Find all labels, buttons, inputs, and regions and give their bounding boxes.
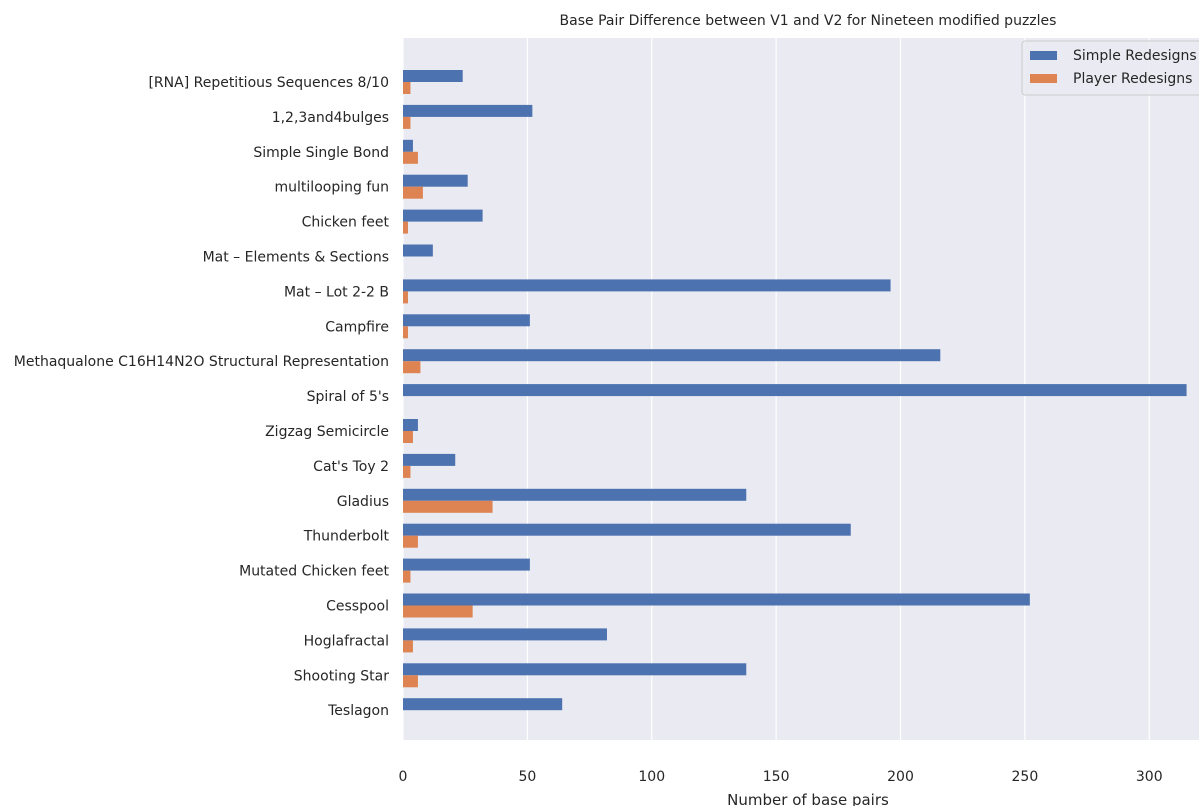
category-label: Mat – Elements & Sections: [203, 250, 389, 266]
bar-simple-redesigns: [403, 663, 747, 676]
bar-player-redesigns: [403, 116, 411, 129]
legend: Simple Redesigns Player Redesigns: [1021, 40, 1199, 96]
legend-box: [1021, 40, 1199, 96]
bar-simple-redesigns: [403, 419, 418, 431]
bar-simple-redesigns: [403, 139, 413, 152]
bar-player-redesigns: [403, 605, 473, 618]
legend-label: Player Redesigns: [1073, 71, 1192, 87]
bar-simple-redesigns: [403, 558, 530, 571]
bar-simple-redesigns: [403, 209, 483, 222]
bar-player-redesigns: [403, 675, 418, 688]
bar-simple-redesigns: [403, 488, 747, 501]
bar-player-redesigns: [403, 535, 418, 548]
category-label: Cat's Toy 2: [313, 459, 389, 475]
category-label: Thunderbolt: [303, 529, 390, 545]
bar-simple-redesigns: [403, 453, 456, 466]
bars: [403, 70, 1187, 711]
category-label: Simple Single Bond: [253, 145, 389, 161]
bar-player-redesigns: [403, 500, 493, 513]
category-label: Mutated Chicken feet: [239, 564, 389, 580]
x-tick-label: 200: [887, 769, 914, 785]
category-label: Methaqualone C16H14N2O Structural Repres…: [14, 354, 389, 370]
category-label: Zigzag Semicircle: [265, 424, 389, 440]
category-label: [RNA] Repetitious Sequences 8/10: [148, 75, 389, 91]
category-label: Spiral of 5's: [307, 389, 389, 405]
bar-player-redesigns: [403, 361, 421, 374]
category-label: Campfire: [325, 319, 389, 335]
bar-simple-redesigns: [403, 279, 891, 292]
x-axis-label: Number of base pairs: [727, 791, 889, 806]
x-tick-label: 0: [399, 769, 408, 785]
x-tick-label: 50: [518, 769, 536, 785]
legend-swatch: [1030, 74, 1057, 83]
category-label: Hoglafractal: [304, 633, 389, 649]
bar-player-redesigns: [403, 431, 413, 443]
category-label: Cesspool: [326, 599, 389, 615]
bar-player-redesigns: [403, 640, 413, 653]
bar-player-redesigns: [403, 570, 411, 583]
bar-simple-redesigns: [403, 314, 530, 327]
legend-swatch: [1030, 51, 1057, 60]
legend-label: Simple Redesigns: [1073, 48, 1197, 64]
bar-player-redesigns: [403, 291, 408, 304]
bar-simple-redesigns: [403, 384, 1187, 397]
bar-simple-redesigns: [403, 349, 941, 362]
category-label: Shooting Star: [294, 668, 389, 684]
bar-simple-redesigns: [403, 244, 433, 257]
bar-simple-redesigns: [403, 628, 607, 641]
bar-player-redesigns: [403, 151, 418, 164]
x-tick-label: 250: [1012, 769, 1039, 785]
bar-player-redesigns: [403, 186, 423, 199]
bar-simple-redesigns: [403, 698, 563, 711]
bar-player-redesigns: [403, 326, 408, 339]
bar-player-redesigns: [403, 82, 411, 94]
category-label: Gladius: [337, 494, 389, 510]
chart-title: Base Pair Difference between V1 and V2 f…: [560, 13, 1057, 29]
bar-simple-redesigns: [403, 174, 468, 187]
category-label: Teslagon: [327, 703, 389, 719]
category-label: 1,2,3and4bulges: [272, 110, 389, 126]
bar-simple-redesigns: [403, 593, 1030, 606]
category-label: Mat – Lot 2-2 B: [284, 284, 389, 300]
bar-player-redesigns: [403, 465, 411, 478]
x-tick-labels: 0 50 100 150 200 250 300: [399, 769, 1163, 785]
x-tick-label: 300: [1136, 769, 1163, 785]
x-tick-label: 150: [763, 769, 790, 785]
x-tick-label: 100: [638, 769, 665, 785]
category-label: multilooping fun: [275, 180, 389, 196]
category-label: Chicken feet: [302, 215, 390, 231]
category-labels: [RNA] Repetitious Sequences 8/10 1,2,3and…: [14, 75, 390, 719]
bar-player-redesigns: [403, 221, 408, 234]
bar-simple-redesigns: [403, 104, 533, 117]
bar-simple-redesigns: [403, 70, 463, 82]
bar-simple-redesigns: [403, 523, 851, 536]
